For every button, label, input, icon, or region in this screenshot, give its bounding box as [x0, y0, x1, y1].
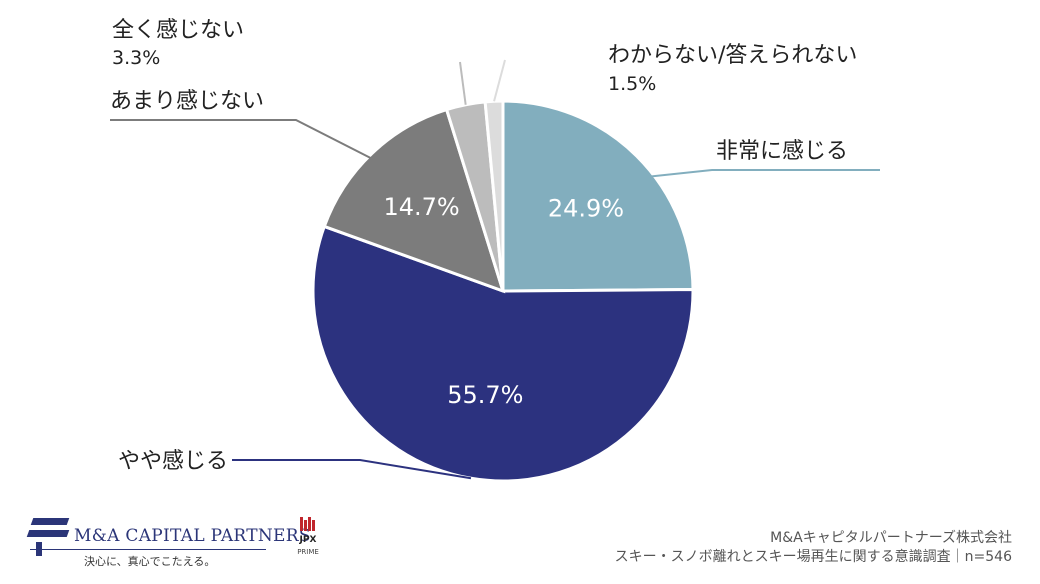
slice-5-category-label: わからない/答えられない	[608, 43, 857, 68]
slice-2-category-label: やや感じる	[118, 449, 228, 474]
slice-3-leader-line	[110, 119, 382, 165]
slice-4-category-label: 全く感じない	[112, 18, 244, 43]
jpx-label: JPX	[299, 535, 317, 545]
pie-chart: 非常に感じる 24.9% やや感じる 55.7% あまり感じない 14.7% 全く感じない 3…	[110, 18, 880, 483]
slice-3	[322, 107, 506, 294]
slice-1	[501, 99, 695, 293]
jpx-sub-label: PRIME	[297, 548, 319, 556]
slice-2-leader-line	[232, 459, 472, 480]
slice-4-leader-line	[459, 61, 467, 105]
company-logo-icon	[26, 518, 70, 558]
slice-3-value-label: 14.7%	[383, 193, 459, 221]
company-logo-text: M&A CAPITAL PARTNERS	[74, 526, 311, 546]
slice-1-value-label: 24.9%	[548, 194, 624, 222]
slice-5-value-label: 1.5%	[608, 73, 656, 95]
jpx-mark-icon	[300, 517, 316, 531]
company-tagline: 決心に、真心でこたえる。	[84, 555, 216, 568]
slice-5	[483, 99, 505, 292]
slice-3-category-label: あまり感じない	[110, 89, 264, 114]
source-company: M&Aキャピタルパートナーズ株式会社	[770, 530, 1012, 546]
slice-5-leader-line	[493, 59, 506, 102]
logo-divider	[30, 549, 266, 550]
slice-1-leader-line	[612, 169, 880, 182]
jpx-prime-logo: JPX PRIME	[287, 515, 329, 563]
slice-1-category-label: 非常に感じる	[716, 139, 848, 164]
slice-2-value-label: 55.7%	[447, 381, 523, 409]
slice-4-value-label: 3.3%	[112, 47, 160, 69]
source-survey: スキー・スノボ離れとスキー場再生に関する意識調査｜n=546	[614, 549, 1012, 565]
slice-2	[311, 224, 695, 483]
